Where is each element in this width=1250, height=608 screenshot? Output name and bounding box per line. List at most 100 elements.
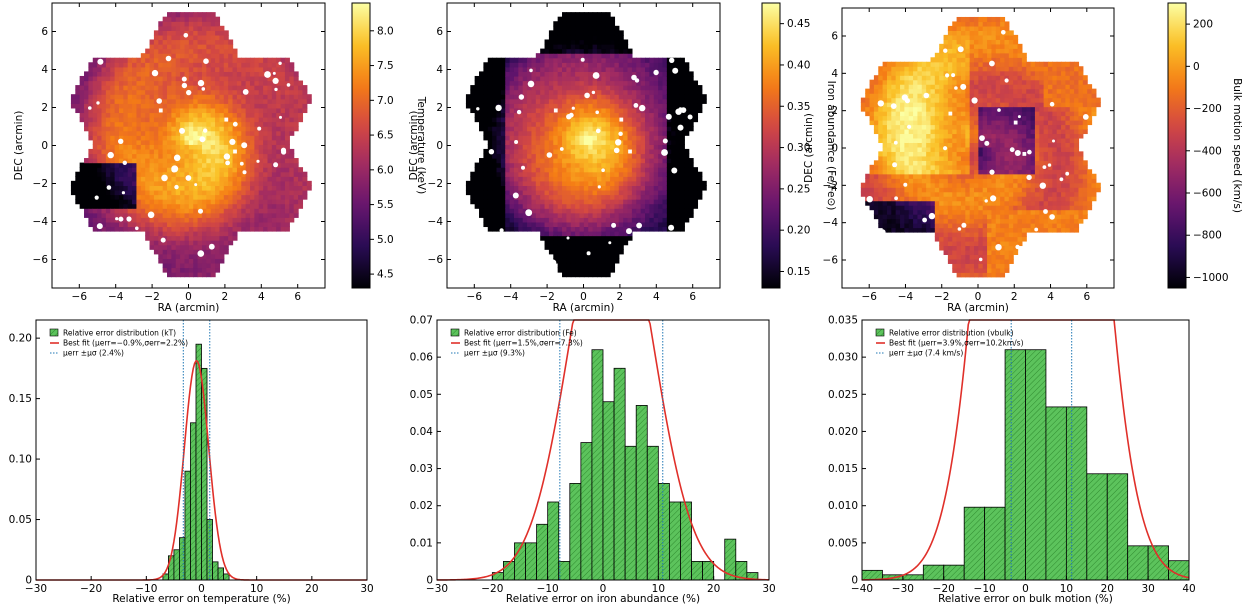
map-cell <box>254 176 260 182</box>
map-cell <box>158 80 164 86</box>
map-cell <box>276 117 282 123</box>
map-cell <box>162 71 168 77</box>
map-cell <box>123 94 129 100</box>
map-cell <box>627 130 633 136</box>
map-cell <box>605 21 611 27</box>
map-cell <box>88 185 94 191</box>
masked-source <box>525 209 533 217</box>
map-cell <box>679 57 685 63</box>
map-cell <box>487 217 493 223</box>
map-cell <box>118 221 124 228</box>
map-cell <box>162 221 168 228</box>
map-cell <box>215 253 221 259</box>
map-cell <box>566 244 572 250</box>
map-cell <box>236 62 242 68</box>
map-cell <box>145 203 151 209</box>
map-cell <box>540 180 546 186</box>
map-cell <box>557 117 563 123</box>
map-cell <box>583 167 589 173</box>
map-cell <box>298 167 304 173</box>
map-cell <box>675 89 681 95</box>
map-cell <box>575 107 581 114</box>
map-cell <box>149 57 155 63</box>
map-cell <box>241 75 247 82</box>
map-cell <box>566 57 572 63</box>
map-cell <box>483 162 489 168</box>
map-cell <box>184 121 190 127</box>
map-cell <box>496 221 502 228</box>
map-cell <box>105 62 111 68</box>
map-cell <box>895 70 901 76</box>
map-cell <box>492 208 498 214</box>
map-cell <box>631 112 637 118</box>
map-cell <box>197 153 203 159</box>
map-cell <box>149 130 155 136</box>
map-cell <box>140 217 146 223</box>
map-cell <box>596 130 602 136</box>
map-cell <box>162 117 168 123</box>
map-cell <box>882 169 888 175</box>
map-cell <box>623 71 629 77</box>
map-cell <box>223 80 229 86</box>
map-cell <box>540 66 546 72</box>
map-cell <box>241 126 247 132</box>
map-cell <box>180 253 186 259</box>
map-cell <box>588 16 594 22</box>
map-cell <box>636 153 642 159</box>
map-cell <box>618 107 624 114</box>
map-cell <box>284 126 290 132</box>
map-cell <box>610 180 616 186</box>
map-cell <box>636 208 642 214</box>
map-cell <box>557 208 563 214</box>
map-cell <box>123 199 129 205</box>
map-cell <box>527 75 533 82</box>
map-cell <box>653 162 659 168</box>
map-cell <box>548 249 554 255</box>
map-cell <box>136 185 142 191</box>
masked-source <box>615 139 622 146</box>
map-cell <box>219 148 225 155</box>
map-cell <box>263 226 269 232</box>
map-cell <box>276 130 282 136</box>
map-cell <box>509 57 515 63</box>
map-cell <box>518 98 524 104</box>
map-cell <box>184 272 190 278</box>
map-cell <box>605 48 611 54</box>
masked-source <box>181 82 188 89</box>
map-cell <box>886 75 892 81</box>
map-cell <box>175 244 181 250</box>
map-cell <box>527 162 533 168</box>
colorbar-tick-label: 5.5 <box>377 199 394 211</box>
map-cell <box>562 21 567 27</box>
map-cell <box>496 162 502 168</box>
map-cell <box>605 199 611 205</box>
map-cell <box>878 97 884 103</box>
map-cell <box>123 139 129 145</box>
map-cell <box>518 226 524 232</box>
map-cell <box>645 153 650 159</box>
map-cell <box>267 148 273 155</box>
map-cell <box>570 75 576 82</box>
map-cell <box>588 103 594 109</box>
map-cell <box>658 194 664 200</box>
map-cell <box>645 221 650 228</box>
map-cell <box>900 196 905 202</box>
map-cell <box>566 85 572 91</box>
map-cell <box>188 180 194 186</box>
map-cell <box>188 117 194 123</box>
map-cell <box>75 98 81 104</box>
map-cell <box>605 231 611 237</box>
map-cell <box>232 185 238 191</box>
map-cell <box>280 103 286 109</box>
map-cell <box>293 171 299 177</box>
map-cell <box>505 194 511 200</box>
map-cell <box>88 162 94 168</box>
map-cell <box>114 171 120 177</box>
map-cell <box>873 128 879 135</box>
map-cell <box>627 112 633 118</box>
map-cell <box>193 89 199 95</box>
map-cell <box>188 262 194 269</box>
map-cell <box>284 117 290 123</box>
map-cell <box>153 226 159 232</box>
map-cell <box>583 185 589 191</box>
